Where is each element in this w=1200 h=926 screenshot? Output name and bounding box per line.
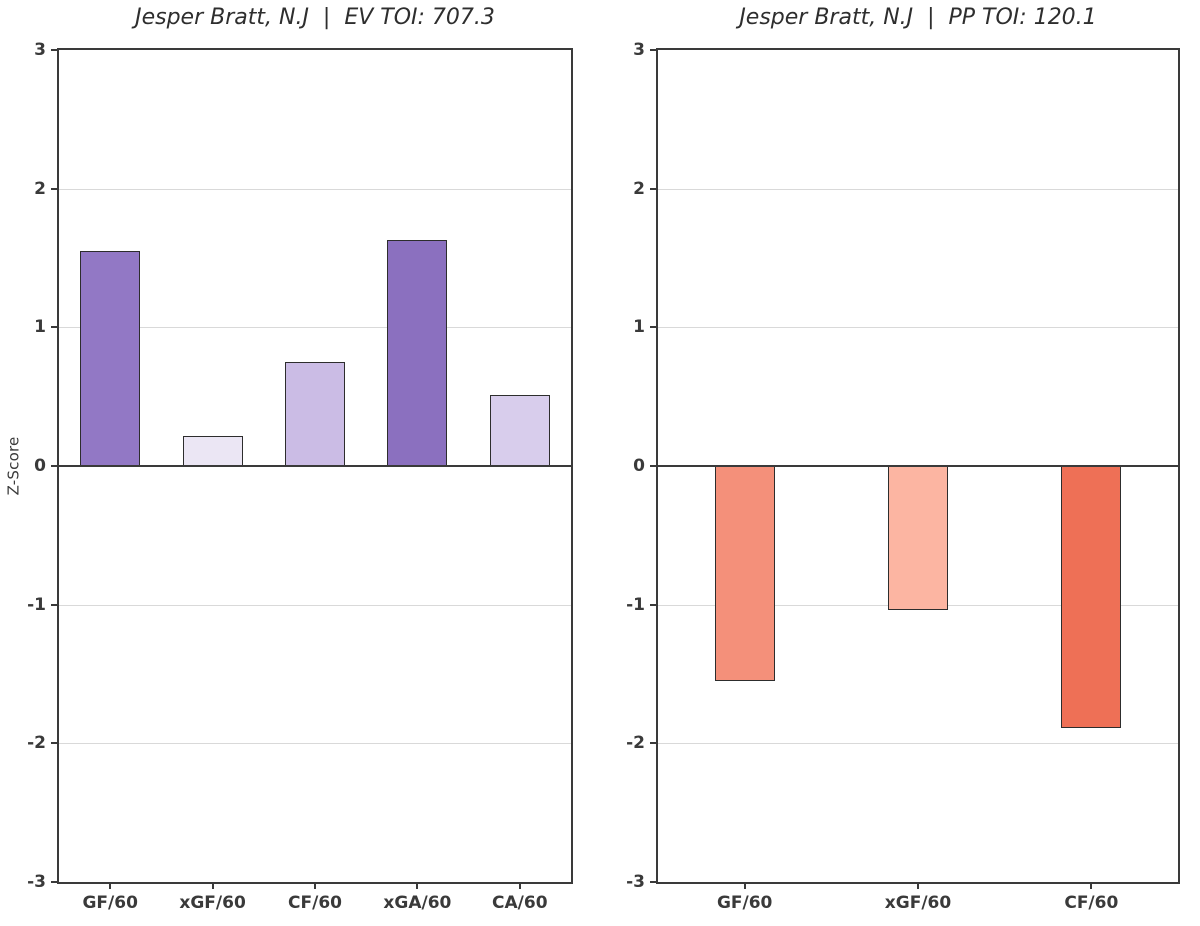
y-tick-label: 0 [34, 456, 46, 476]
y-tick-label: -2 [27, 733, 46, 754]
plot-area-ev: 3 2 1 0 -1 -2 -3 GF/60 xGF/60 CF/60 xGA/60 CA/60 [27, 40, 573, 913]
bar-gf-60 [714, 466, 775, 681]
bar-ca-60 [489, 395, 550, 466]
y-tick-mark [650, 326, 658, 329]
zero-line [658, 465, 1178, 467]
y-tick-mark [51, 49, 59, 51]
x-tick-label-cf-60: CF/60 [288, 893, 342, 913]
x-tick-label-cf-60: CF/60 [1064, 893, 1119, 913]
bar-xgf-60 [182, 435, 243, 466]
x-tick-label-xgf-60: xGF/60 [179, 893, 246, 913]
x-tick-label-ca-60: CA/60 [492, 893, 548, 913]
y-tick-mark [650, 465, 658, 467]
y-tick-label: 2 [633, 178, 645, 199]
y-tick-label: 1 [34, 317, 46, 338]
y-tick-label: -2 [626, 733, 645, 754]
y-tick-label: -1 [626, 594, 645, 615]
bar-xga-60 [387, 239, 448, 466]
x-tick-mark [1090, 882, 1093, 889]
x-tick-mark [518, 882, 521, 889]
gridline [59, 743, 571, 745]
bar-cf-60 [1061, 466, 1122, 729]
bar-xgf-60 [888, 466, 948, 611]
gridline [658, 327, 1178, 329]
y-tick-mark [51, 326, 59, 329]
bar-cf-60 [285, 362, 345, 466]
panel-ev: Jesper Bratt, N.J | EV TOI: 707.3 3 2 1 0 -1… [27, 0, 573, 926]
x-tick-label-gf-60: GF/60 [82, 893, 138, 913]
gridline [59, 604, 571, 606]
y-tick-mark [51, 187, 59, 190]
plot-area-pp: 3 2 1 0 -1 -2 -3 GF/60 xGF/60 CF/60 [626, 40, 1180, 913]
y-axis-label-container: Z-Score [0, 48, 26, 884]
gridline [658, 743, 1178, 745]
y-tick-label: 1 [633, 317, 645, 338]
x-tick-mark [211, 882, 214, 889]
panel-title-pp: Jesper Bratt, N.J | PP TOI: 120.1 [739, 5, 1097, 30]
y-tick-mark [51, 603, 59, 606]
x-tick-label-xga-60: xGA/60 [383, 893, 452, 913]
y-tick-label: -1 [27, 594, 46, 615]
bar-gf-60 [80, 251, 141, 466]
y-tick-label: 2 [34, 178, 46, 199]
y-tick-mark [650, 187, 658, 190]
x-tick-mark [917, 882, 919, 889]
panel-pp: Jesper Bratt, N.J | PP TOI: 120.1 3 2 1 0 -1… [626, 0, 1180, 926]
x-tick-mark [109, 882, 112, 889]
y-tick-mark [650, 49, 658, 51]
y-tick-mark [650, 742, 658, 745]
gridline [658, 188, 1178, 190]
y-tick-label: 0 [633, 456, 645, 476]
zero-line [59, 465, 571, 467]
x-tick-mark [314, 882, 316, 889]
x-tick-label-gf-60: GF/60 [716, 893, 773, 913]
y-tick-label: 3 [34, 40, 46, 60]
y-tick-mark [51, 465, 59, 467]
x-tick-mark [416, 882, 419, 889]
y-tick-mark [51, 742, 59, 745]
panel-title-ev: Jesper Bratt, N.J | EV TOI: 707.3 [135, 5, 495, 30]
gridline [59, 188, 571, 190]
y-tick-label: 3 [633, 40, 645, 60]
y-tick-mark [51, 881, 59, 883]
y-axis-label: Z-Score [4, 436, 22, 496]
x-tick-mark [743, 882, 746, 889]
y-tick-label: -3 [626, 872, 645, 892]
y-tick-label: -3 [27, 872, 46, 892]
x-tick-label-xgf-60: xGF/60 [884, 893, 952, 913]
gridline [59, 327, 571, 329]
y-tick-mark [650, 881, 658, 883]
y-tick-mark [650, 603, 658, 606]
